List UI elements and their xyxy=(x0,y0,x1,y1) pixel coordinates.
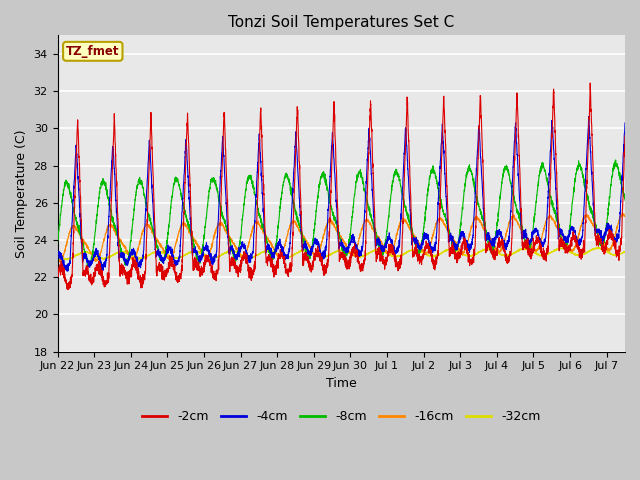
X-axis label: Time: Time xyxy=(326,377,356,390)
Text: TZ_fmet: TZ_fmet xyxy=(66,45,120,58)
Title: Tonzi Soil Temperatures Set C: Tonzi Soil Temperatures Set C xyxy=(228,15,454,30)
Legend: -2cm, -4cm, -8cm, -16cm, -32cm: -2cm, -4cm, -8cm, -16cm, -32cm xyxy=(137,405,545,428)
Y-axis label: Soil Temperature (C): Soil Temperature (C) xyxy=(15,129,28,258)
